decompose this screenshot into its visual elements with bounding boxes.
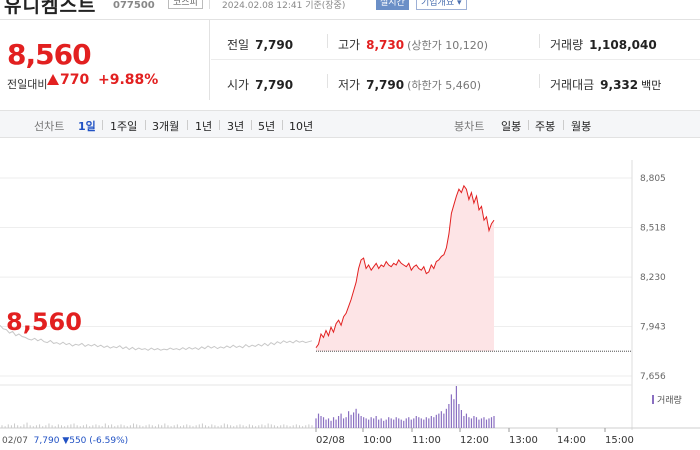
stats-row-2: 시가 7,790 저가 7,790 (하한가 5,460) 거래대금 9,332 백만 — [211, 60, 700, 100]
market-badge: 코스피 — [168, 0, 203, 9]
stat-divider — [327, 34, 328, 48]
candle-weekly[interactable]: 주봉 — [535, 120, 556, 133]
stat-low: 저가 7,790 (하한가 5,460) — [338, 76, 481, 93]
volume-swatch — [652, 395, 654, 404]
period-10y[interactable]: 10년 — [289, 120, 314, 133]
y-tick-label: 8,805 — [640, 174, 666, 184]
stat-sub: (하한가 5,460) — [407, 79, 481, 92]
today-price-line — [315, 184, 495, 348]
stat-value: 7,790 — [366, 78, 405, 92]
today-area-fill — [316, 185, 494, 352]
period-3m[interactable]: 3개월 — [152, 120, 180, 133]
volume-legend-label: 거래량 — [657, 396, 682, 406]
toolbar-divider — [282, 120, 283, 130]
stat-value: 7,790 — [255, 38, 294, 52]
y-tick-label: 7,656 — [640, 372, 666, 382]
stat-value: 8,730 — [366, 38, 405, 52]
stat-label: 전일 — [227, 38, 250, 52]
stat-value: 1,108,040 — [589, 38, 657, 52]
stats-row-1: 전일 7,790 고가 8,730 (상한가 10,120) 거래량 1,108,040 — [211, 20, 700, 60]
stat-volume: 거래량 1,108,040 — [550, 36, 657, 53]
chart-toolbar: 선차트 1일 1주일 3개월 1년 3년 5년 10년 봉차트 일봉 주봉 월봉 — [0, 110, 700, 138]
stat-unit: 백만 — [641, 79, 662, 92]
price-change-value: 770 — [60, 72, 90, 88]
stat-label: 거래대금 — [550, 78, 595, 92]
price-change-percent: +9.88% — [98, 72, 159, 88]
stat-prev-close: 전일 7,790 — [227, 36, 293, 53]
candle-daily[interactable]: 일봉 — [501, 120, 522, 133]
stat-sub: (상한가 10,120) — [407, 39, 488, 52]
prev-day-line — [0, 324, 313, 351]
x-tick-label: 12:00 — [460, 435, 489, 446]
volume-legend: 거래량 — [652, 393, 682, 406]
period-5y[interactable]: 5년 — [258, 120, 276, 133]
y-tick-label: 8,518 — [640, 223, 666, 233]
realtime-button[interactable]: 실시간 — [376, 0, 409, 10]
footer-prev-date: 02/07 — [2, 436, 28, 446]
toolbar-divider — [219, 120, 220, 130]
corp-info-dropdown[interactable]: 기업개요 ▾ — [416, 0, 467, 10]
period-3y[interactable]: 3년 — [227, 120, 245, 133]
stat-label: 고가 — [338, 38, 361, 52]
x-tick-label: 10:00 — [363, 435, 392, 446]
header-divider — [209, 0, 210, 9]
stat-value: 7,790 — [255, 78, 294, 92]
footer-prev-price: 7,790 — [33, 436, 60, 446]
toolbar-divider — [102, 120, 103, 130]
stat-high: 고가 8,730 (상한가 10,120) — [338, 36, 488, 53]
toolbar-divider — [528, 120, 529, 130]
x-tick-label: 11:00 — [412, 435, 441, 446]
y-tick-label: 8,230 — [640, 273, 666, 283]
up-triangle-icon — [47, 74, 59, 85]
toolbar-divider — [187, 120, 188, 130]
chart-canvas[interactable]: 8,805 8,518 8,230 7,943 7,656 8,560 02/08 10:00… — [0, 140, 700, 450]
period-1y[interactable]: 1년 — [195, 120, 213, 133]
stat-amount: 거래대금 9,332 백만 — [550, 76, 661, 93]
stat-label: 저가 — [338, 78, 361, 92]
x-tick-label: 15:00 — [605, 435, 634, 446]
footer-prev-change: ▼550 (-6.59%) — [62, 436, 129, 446]
stat-divider — [539, 34, 540, 48]
stat-value: 9,332 — [600, 78, 639, 92]
timestamp: 2024.02.08 12:41 기준(장중) — [222, 1, 346, 11]
stat-open: 시가 7,790 — [227, 76, 293, 93]
stat-label: 시가 — [227, 78, 250, 92]
prev-day-label: 전일대비 — [7, 78, 48, 91]
x-tick-label: 14:00 — [557, 435, 586, 446]
chart-current-price: 8,560 — [6, 308, 82, 336]
stat-divider — [539, 74, 540, 88]
period-1d[interactable]: 1일 — [78, 120, 96, 133]
toolbar-divider — [145, 120, 146, 130]
prev-day-footer: 02/07 7,790 ▼550 (-6.59%) — [2, 436, 128, 446]
period-1w[interactable]: 1주일 — [110, 120, 138, 133]
stat-label: 거래량 — [550, 38, 584, 52]
x-tick-label: 02/08 — [316, 435, 345, 446]
stat-divider — [327, 74, 328, 88]
toolbar-divider — [251, 120, 252, 130]
current-price: 8,560 — [7, 38, 92, 71]
stats-table: 전일 7,790 고가 8,730 (상한가 10,120) 거래량 1,108,040… — [211, 20, 700, 100]
line-chart-label[interactable]: 선차트 — [34, 120, 65, 133]
stock-name: 유니켐스트 — [4, 0, 97, 17]
stock-header: 유니켐스트 077500 코스피 2024.02.08 12:41 기준(장중)… — [0, 0, 700, 20]
candle-chart-label[interactable]: 봉차트 — [454, 120, 485, 133]
price-change: 770 — [47, 72, 89, 88]
price-summary: 8,560 전일대비 770 +9.88% — [0, 20, 210, 100]
y-tick-label: 7,943 — [640, 323, 666, 333]
stock-code: 077500 — [113, 0, 155, 11]
price-chart[interactable]: 8,805 8,518 8,230 7,943 7,656 8,560 02/08 10:00… — [0, 140, 700, 450]
candle-monthly[interactable]: 월봉 — [571, 120, 592, 133]
toolbar-divider — [563, 120, 564, 130]
x-tick-label: 13:00 — [509, 435, 538, 446]
